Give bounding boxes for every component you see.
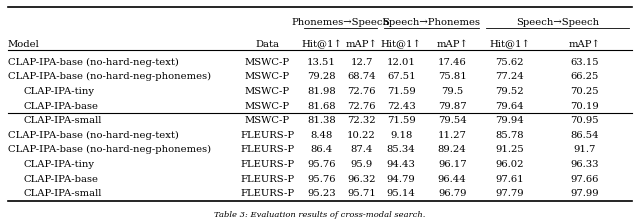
Text: 95.9: 95.9 <box>350 160 372 169</box>
Text: MSWC-P: MSWC-P <box>245 58 290 67</box>
Text: 72.76: 72.76 <box>347 87 376 96</box>
Text: 86.54: 86.54 <box>570 131 599 140</box>
Text: Speech→Speech: Speech→Speech <box>516 18 599 27</box>
Text: 81.38: 81.38 <box>307 116 336 125</box>
Text: 96.02: 96.02 <box>495 160 524 169</box>
Text: 95.14: 95.14 <box>387 189 416 198</box>
Text: 91.7: 91.7 <box>573 145 596 154</box>
Text: 79.5: 79.5 <box>441 87 463 96</box>
Text: 96.44: 96.44 <box>438 175 467 184</box>
Text: 72.43: 72.43 <box>387 102 415 111</box>
Text: MSWC-P: MSWC-P <box>245 116 290 125</box>
Text: 71.59: 71.59 <box>387 87 415 96</box>
Text: 97.61: 97.61 <box>495 175 524 184</box>
Text: 81.68: 81.68 <box>307 102 336 111</box>
Text: 79.64: 79.64 <box>495 102 524 111</box>
Text: mAP↑: mAP↑ <box>346 40 378 49</box>
Text: 72.76: 72.76 <box>347 102 376 111</box>
Text: 96.32: 96.32 <box>347 175 376 184</box>
Text: CLAP-IPA-base: CLAP-IPA-base <box>24 175 99 184</box>
Text: 81.98: 81.98 <box>307 87 336 96</box>
Text: 17.46: 17.46 <box>438 58 467 67</box>
Text: 79.87: 79.87 <box>438 102 467 111</box>
Text: MSWC-P: MSWC-P <box>245 102 290 111</box>
Text: 9.18: 9.18 <box>390 131 412 140</box>
Text: 10.22: 10.22 <box>347 131 376 140</box>
Text: 79.94: 79.94 <box>495 116 524 125</box>
Text: 13.51: 13.51 <box>307 58 336 67</box>
Text: Table 3: Evaluation results of cross-modal search.: Table 3: Evaluation results of cross-mod… <box>214 211 426 219</box>
Text: 96.17: 96.17 <box>438 160 467 169</box>
Text: 96.33: 96.33 <box>570 160 598 169</box>
Text: 79.52: 79.52 <box>495 87 524 96</box>
Text: Speech→Phonemes: Speech→Phonemes <box>383 18 481 27</box>
Text: 94.43: 94.43 <box>387 160 416 169</box>
Text: FLEURS-P: FLEURS-P <box>241 189 294 198</box>
Text: 94.79: 94.79 <box>387 175 415 184</box>
Text: 12.7: 12.7 <box>350 58 372 67</box>
Text: CLAP-IPA-tiny: CLAP-IPA-tiny <box>24 87 95 96</box>
Text: CLAP-IPA-base (no-hard-neg-phonemes): CLAP-IPA-base (no-hard-neg-phonemes) <box>8 72 211 81</box>
Text: Data: Data <box>255 40 280 49</box>
Text: 86.4: 86.4 <box>310 145 333 154</box>
Text: 66.25: 66.25 <box>570 72 598 81</box>
Text: 97.99: 97.99 <box>570 189 599 198</box>
Text: CLAP-IPA-base (no-hard-neg-text): CLAP-IPA-base (no-hard-neg-text) <box>8 58 179 67</box>
Text: 77.24: 77.24 <box>495 72 524 81</box>
Text: 68.74: 68.74 <box>347 72 376 81</box>
Text: 75.81: 75.81 <box>438 72 467 81</box>
Text: FLEURS-P: FLEURS-P <box>241 145 294 154</box>
Text: 87.4: 87.4 <box>350 145 372 154</box>
Text: 12.01: 12.01 <box>387 58 416 67</box>
Text: Model: Model <box>8 40 40 49</box>
Text: FLEURS-P: FLEURS-P <box>241 175 294 184</box>
Text: 89.24: 89.24 <box>438 145 467 154</box>
Text: 67.51: 67.51 <box>387 72 415 81</box>
Text: Phonemes→Speech: Phonemes→Speech <box>292 18 390 27</box>
Text: Hit@1↑: Hit@1↑ <box>489 40 530 49</box>
Text: 72.32: 72.32 <box>347 116 376 125</box>
Text: MSWC-P: MSWC-P <box>245 72 290 81</box>
Text: 11.27: 11.27 <box>438 131 467 140</box>
Text: Hit@1↑: Hit@1↑ <box>301 40 342 49</box>
Text: 95.71: 95.71 <box>347 189 376 198</box>
Text: CLAP-IPA-small: CLAP-IPA-small <box>24 116 102 125</box>
Text: mAP↑: mAP↑ <box>436 40 468 49</box>
Text: MSWC-P: MSWC-P <box>245 87 290 96</box>
Text: FLEURS-P: FLEURS-P <box>241 131 294 140</box>
Text: 70.25: 70.25 <box>570 87 599 96</box>
Text: 95.76: 95.76 <box>307 160 336 169</box>
Text: 70.19: 70.19 <box>570 102 599 111</box>
Text: 79.28: 79.28 <box>307 72 336 81</box>
Text: 79.54: 79.54 <box>438 116 467 125</box>
Text: 97.79: 97.79 <box>495 189 524 198</box>
Text: 97.66: 97.66 <box>570 175 598 184</box>
Text: 95.76: 95.76 <box>307 175 336 184</box>
Text: Hit@1↑: Hit@1↑ <box>381 40 422 49</box>
Text: CLAP-IPA-base: CLAP-IPA-base <box>24 102 99 111</box>
Text: 8.48: 8.48 <box>310 131 333 140</box>
Text: 85.78: 85.78 <box>495 131 524 140</box>
Text: 63.15: 63.15 <box>570 58 599 67</box>
Text: 71.59: 71.59 <box>387 116 415 125</box>
Text: 96.79: 96.79 <box>438 189 467 198</box>
Text: 95.23: 95.23 <box>307 189 336 198</box>
Text: CLAP-IPA-base (no-hard-neg-phonemes): CLAP-IPA-base (no-hard-neg-phonemes) <box>8 145 211 154</box>
Text: CLAP-IPA-tiny: CLAP-IPA-tiny <box>24 160 95 169</box>
Text: CLAP-IPA-base (no-hard-neg-text): CLAP-IPA-base (no-hard-neg-text) <box>8 131 179 140</box>
Text: 91.25: 91.25 <box>495 145 524 154</box>
Text: FLEURS-P: FLEURS-P <box>241 160 294 169</box>
Text: 70.95: 70.95 <box>570 116 599 125</box>
Text: CLAP-IPA-small: CLAP-IPA-small <box>24 189 102 198</box>
Text: mAP↑: mAP↑ <box>568 40 600 49</box>
Text: 85.34: 85.34 <box>387 145 415 154</box>
Text: 75.62: 75.62 <box>495 58 524 67</box>
